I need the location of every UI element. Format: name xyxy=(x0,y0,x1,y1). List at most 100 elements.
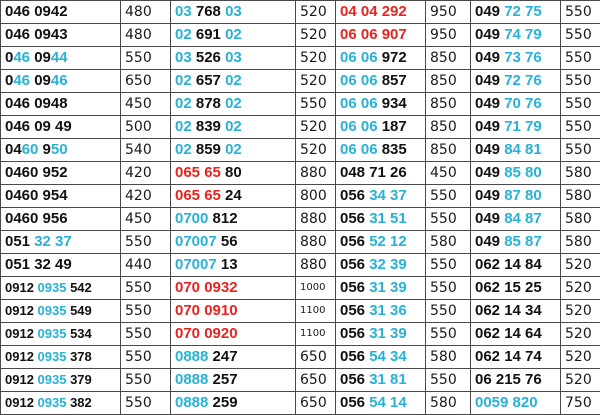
number-segment: 049 xyxy=(475,95,504,112)
number-segment: 09 xyxy=(30,72,51,89)
price-cell: 580 xyxy=(426,392,471,415)
number-segment: 0059 820 xyxy=(475,394,538,411)
number-segment: 80 xyxy=(221,164,242,181)
number-segment: 049 xyxy=(475,233,504,250)
number-segment: 046 0943 xyxy=(5,26,68,43)
number-segment: 02 xyxy=(175,95,192,112)
number-segment: 46 xyxy=(13,72,30,89)
price-cell: 520 xyxy=(561,346,600,369)
price-cell: 480 xyxy=(121,1,171,24)
phone-number-cell: 06 06 972 xyxy=(336,47,426,70)
phone-number-cell: 0888 257 xyxy=(171,369,296,392)
price-cell: 850 xyxy=(426,70,471,93)
number-segment: 878 xyxy=(192,95,225,112)
number-segment: 0888 xyxy=(175,394,208,411)
number-segment: 72 75 xyxy=(504,3,542,20)
number-segment: 049 xyxy=(475,141,504,158)
number-segment: 526 xyxy=(192,49,225,66)
number-segment: 049 xyxy=(475,187,504,204)
number-segment: 02 xyxy=(225,26,242,43)
number-segment: 02 xyxy=(225,95,242,112)
number-segment: 0912 xyxy=(5,280,38,295)
number-segment: 24 xyxy=(221,187,242,204)
number-segment: 070 0920 xyxy=(175,325,238,342)
number-segment: 247 xyxy=(208,348,237,365)
number-segment: 70 76 xyxy=(504,95,542,112)
price-cell: 950 xyxy=(426,24,471,47)
phone-number-cell: 046 09 49 xyxy=(1,116,121,139)
number-segment: 31 39 xyxy=(369,325,407,342)
number-segment: 049 xyxy=(475,210,504,227)
number-segment: 0935 xyxy=(38,326,67,341)
price-cell: 520 xyxy=(561,254,600,277)
phone-number-cell: 049 85 80 xyxy=(471,162,561,185)
number-segment: 07007 xyxy=(175,233,217,250)
phone-number-cell: 062 15 25 xyxy=(471,277,561,300)
phone-number-cell: 049 84 87 xyxy=(471,208,561,231)
phone-number-cell: 056 31 39 xyxy=(336,323,426,346)
number-segment: 34 37 xyxy=(369,187,407,204)
number-segment: 09 xyxy=(30,49,51,66)
number-segment: 056 xyxy=(340,394,369,411)
number-segment: 06 06 xyxy=(340,95,378,112)
price-cell: 550 xyxy=(121,323,171,346)
phone-number-cell: 046 0946 xyxy=(1,70,121,93)
number-segment: 02 xyxy=(225,72,242,89)
phone-number-cell: 0912 0935 379 xyxy=(1,369,121,392)
phone-number-cell: 07007 13 xyxy=(171,254,296,277)
phone-number-cell: 065 65 24 xyxy=(171,185,296,208)
number-segment: 056 xyxy=(340,256,369,273)
phone-number-cell: 03 768 03 xyxy=(171,1,296,24)
price-cell: 550 xyxy=(121,277,171,300)
number-segment: 812 xyxy=(208,210,237,227)
price-cell: 850 xyxy=(426,93,471,116)
number-segment: 056 xyxy=(340,210,369,227)
price-cell: 850 xyxy=(426,116,471,139)
price-cell: 550 xyxy=(561,116,600,139)
number-segment: 85 80 xyxy=(504,164,542,181)
phone-number-cell: 02 839 02 xyxy=(171,116,296,139)
number-segment: 02 xyxy=(175,118,192,135)
number-segment: 0460 952 xyxy=(5,164,68,181)
price-cell: 850 xyxy=(426,47,471,70)
number-segment: 06 06 xyxy=(340,141,378,158)
number-segment: 06 06 xyxy=(340,49,378,66)
number-segment: 54 34 xyxy=(369,348,407,365)
price-cell: 550 xyxy=(121,369,171,392)
price-cell: 420 xyxy=(121,162,171,185)
number-segment: 52 12 xyxy=(369,233,407,250)
number-segment: 056 xyxy=(340,371,369,388)
price-cell: 480 xyxy=(121,24,171,47)
number-segment: 542 xyxy=(66,280,91,295)
number-segment: 051 32 49 xyxy=(5,256,72,273)
number-segment: 187 xyxy=(378,118,407,135)
phone-number-cell: 056 31 81 xyxy=(336,369,426,392)
phone-number-cell: 0888 259 xyxy=(171,392,296,415)
price-cell: 650 xyxy=(121,70,171,93)
number-segment: 02 xyxy=(225,141,242,158)
phone-number-cell: 06 06 857 xyxy=(336,70,426,93)
phone-number-cell: 0700 812 xyxy=(171,208,296,231)
number-segment: 062 14 34 xyxy=(475,302,542,319)
phone-number-cell: 056 31 39 xyxy=(336,277,426,300)
price-cell: 580 xyxy=(561,162,600,185)
number-segment: 051 xyxy=(5,233,34,250)
phone-number-cell: 049 71 79 xyxy=(471,116,561,139)
phone-number-cell: 062 14 84 xyxy=(471,254,561,277)
number-segment: 056 xyxy=(340,348,369,365)
price-cell: 450 xyxy=(121,93,171,116)
number-segment: 04 xyxy=(5,141,22,158)
phone-number-cell: 0059 820 xyxy=(471,392,561,415)
number-segment: 46 xyxy=(13,49,30,66)
number-segment: 378 xyxy=(66,349,91,364)
phone-number-cell: 0912 0935 542 xyxy=(1,277,121,300)
number-segment: 056 xyxy=(340,233,369,250)
phone-number-cell: 062 14 64 xyxy=(471,323,561,346)
